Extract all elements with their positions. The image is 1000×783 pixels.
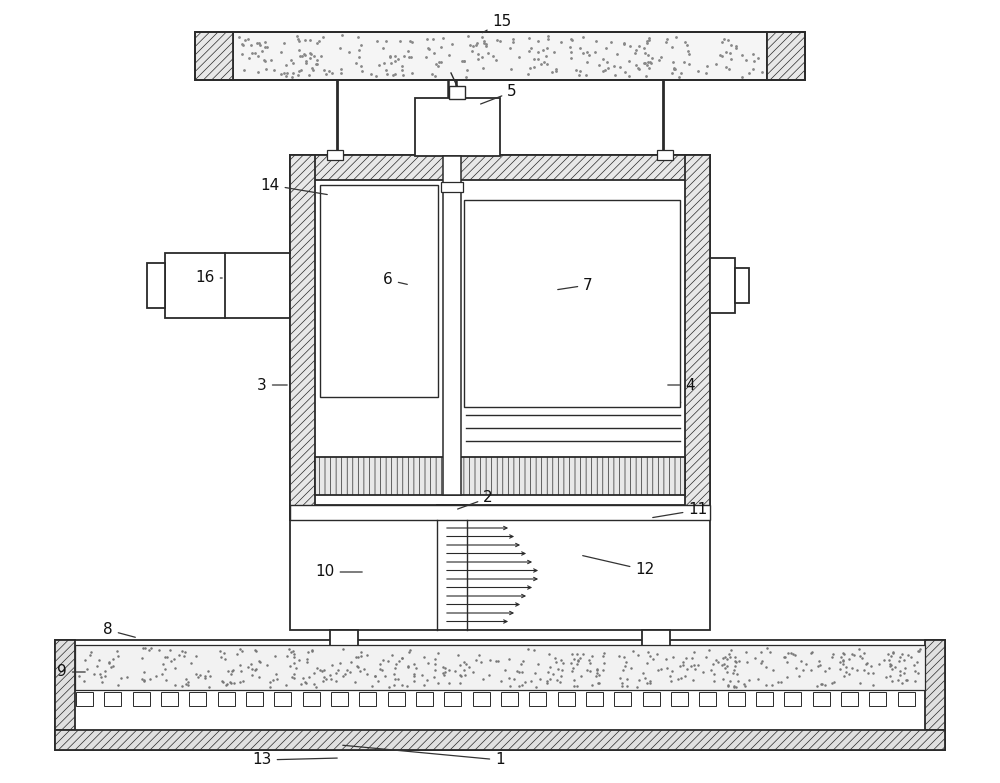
Bar: [147, 263, 165, 308]
Bar: [710, 258, 735, 313]
Bar: [290, 155, 315, 520]
Bar: [501, 692, 518, 706]
Bar: [161, 692, 178, 706]
Bar: [388, 692, 405, 706]
Bar: [331, 692, 348, 706]
Text: 16: 16: [195, 270, 222, 286]
Bar: [76, 692, 93, 706]
Text: 3: 3: [257, 377, 287, 392]
Text: 15: 15: [482, 15, 512, 33]
Text: 5: 5: [481, 85, 517, 104]
Bar: [473, 692, 490, 706]
Bar: [315, 180, 685, 457]
Text: 11: 11: [653, 503, 708, 518]
Bar: [558, 692, 575, 706]
Text: 10: 10: [315, 565, 362, 579]
Bar: [55, 640, 75, 730]
Text: 4: 4: [668, 377, 695, 392]
Bar: [274, 692, 291, 706]
Text: 9: 9: [57, 665, 85, 680]
Text: 6: 6: [383, 272, 407, 287]
Text: 14: 14: [260, 178, 327, 194]
Bar: [290, 505, 710, 630]
Bar: [315, 457, 685, 495]
Bar: [290, 155, 710, 180]
Bar: [55, 640, 945, 750]
Bar: [614, 692, 631, 706]
Bar: [104, 692, 121, 706]
Bar: [290, 155, 710, 520]
Bar: [642, 630, 670, 665]
Bar: [189, 692, 206, 706]
Text: 13: 13: [252, 752, 337, 767]
Bar: [443, 156, 461, 495]
Bar: [685, 155, 710, 520]
Bar: [671, 692, 688, 706]
Bar: [290, 505, 710, 520]
Bar: [898, 692, 915, 706]
Text: 8: 8: [103, 622, 135, 637]
Bar: [728, 692, 745, 706]
Text: 12: 12: [583, 556, 655, 578]
Bar: [841, 692, 858, 706]
Bar: [359, 692, 376, 706]
Bar: [246, 692, 263, 706]
Bar: [437, 505, 467, 520]
Bar: [464, 200, 680, 407]
Bar: [767, 32, 805, 80]
Bar: [165, 253, 225, 318]
Bar: [416, 692, 433, 706]
Bar: [133, 692, 150, 706]
Bar: [869, 692, 886, 706]
Text: 1: 1: [343, 745, 505, 767]
Bar: [75, 645, 925, 690]
Bar: [925, 640, 945, 730]
Bar: [415, 98, 500, 156]
Bar: [55, 730, 945, 750]
Bar: [643, 692, 660, 706]
Bar: [699, 692, 716, 706]
Text: 2: 2: [458, 490, 493, 509]
Bar: [327, 150, 343, 160]
Bar: [218, 692, 235, 706]
Bar: [735, 268, 749, 303]
Bar: [586, 692, 603, 706]
Bar: [303, 692, 320, 706]
Bar: [756, 692, 773, 706]
Bar: [444, 692, 461, 706]
Bar: [813, 692, 830, 706]
Bar: [449, 86, 465, 99]
Bar: [529, 692, 546, 706]
Bar: [195, 32, 233, 80]
Bar: [330, 630, 358, 665]
Bar: [657, 150, 673, 160]
Bar: [233, 32, 767, 80]
Bar: [320, 185, 438, 397]
Bar: [195, 32, 805, 80]
Text: 7: 7: [558, 277, 593, 293]
Bar: [441, 182, 463, 192]
Bar: [784, 692, 801, 706]
